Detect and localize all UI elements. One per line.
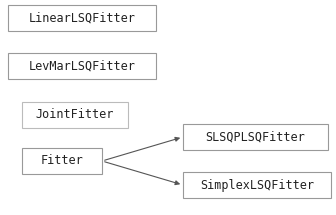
Text: LevMarLSQFitter: LevMarLSQFitter xyxy=(29,60,135,72)
Text: Fitter: Fitter xyxy=(41,155,83,167)
FancyBboxPatch shape xyxy=(183,124,328,150)
Text: SimplexLSQFitter: SimplexLSQFitter xyxy=(200,178,314,192)
FancyBboxPatch shape xyxy=(8,5,156,31)
FancyBboxPatch shape xyxy=(8,53,156,79)
FancyBboxPatch shape xyxy=(22,102,128,128)
Text: LinearLSQFitter: LinearLSQFitter xyxy=(29,11,135,25)
Text: SLSQPLSQFitter: SLSQPLSQFitter xyxy=(206,131,305,143)
FancyBboxPatch shape xyxy=(22,148,102,174)
Text: JointFitter: JointFitter xyxy=(36,109,114,121)
FancyBboxPatch shape xyxy=(183,172,331,198)
